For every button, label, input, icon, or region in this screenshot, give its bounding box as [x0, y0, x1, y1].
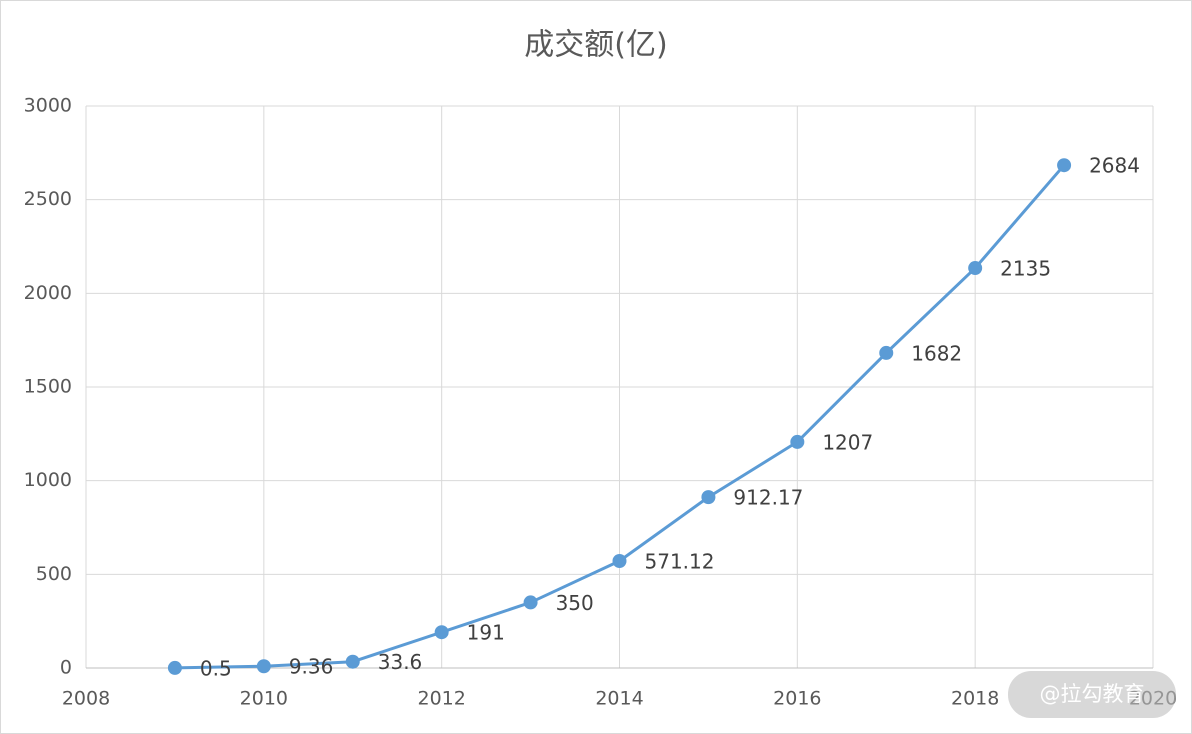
- data-label: 912.17: [733, 486, 803, 510]
- y-tick-label: 2000: [24, 282, 72, 304]
- data-label: 1207: [822, 430, 873, 454]
- plot-area: 0 500 1000 1500 2000 2500 3000 2008 2010 2012 2014…: [24, 95, 1178, 710]
- data-label: 350: [556, 591, 594, 615]
- data-point: [256, 659, 271, 674]
- data-label: 0.5: [200, 656, 232, 680]
- data-label: 191: [467, 621, 505, 645]
- data-point: [523, 595, 538, 610]
- x-tick-label: 2018: [951, 688, 999, 710]
- y-tick-label: 1000: [24, 469, 72, 491]
- data-label: 2684: [1089, 154, 1140, 178]
- y-tick-label: 0: [60, 657, 72, 679]
- chart-title: 成交额(亿): [524, 28, 667, 63]
- data-label: 9.36: [289, 655, 334, 679]
- data-point: [968, 261, 983, 276]
- watermark-bg: [1008, 671, 1176, 718]
- data-label: 571.12: [645, 550, 715, 574]
- data-point: [434, 625, 449, 640]
- data-point: [1057, 158, 1072, 173]
- watermark: @拉勾教育: [1040, 682, 1145, 706]
- y-tick-label: 1500: [24, 376, 72, 398]
- data-point: [790, 434, 805, 449]
- data-label: 2135: [1000, 257, 1051, 281]
- data-label: 33.6: [378, 650, 423, 674]
- y-tick-label: 3000: [24, 95, 72, 117]
- x-tick-label: 2014: [595, 688, 643, 710]
- x-tick-label: 2008: [62, 688, 110, 710]
- data-point: [879, 345, 894, 360]
- y-tick-label: 500: [36, 563, 72, 585]
- x-tick-label: 2016: [773, 688, 821, 710]
- x-tick-label: 2010: [240, 688, 288, 710]
- data-point: [345, 654, 360, 669]
- data-label: 1682: [911, 341, 962, 365]
- y-tick-label: 2500: [24, 188, 72, 210]
- data-point: [701, 490, 716, 505]
- x-tick-label: 2012: [417, 688, 465, 710]
- data-point: [612, 554, 627, 569]
- data-point: [167, 660, 182, 675]
